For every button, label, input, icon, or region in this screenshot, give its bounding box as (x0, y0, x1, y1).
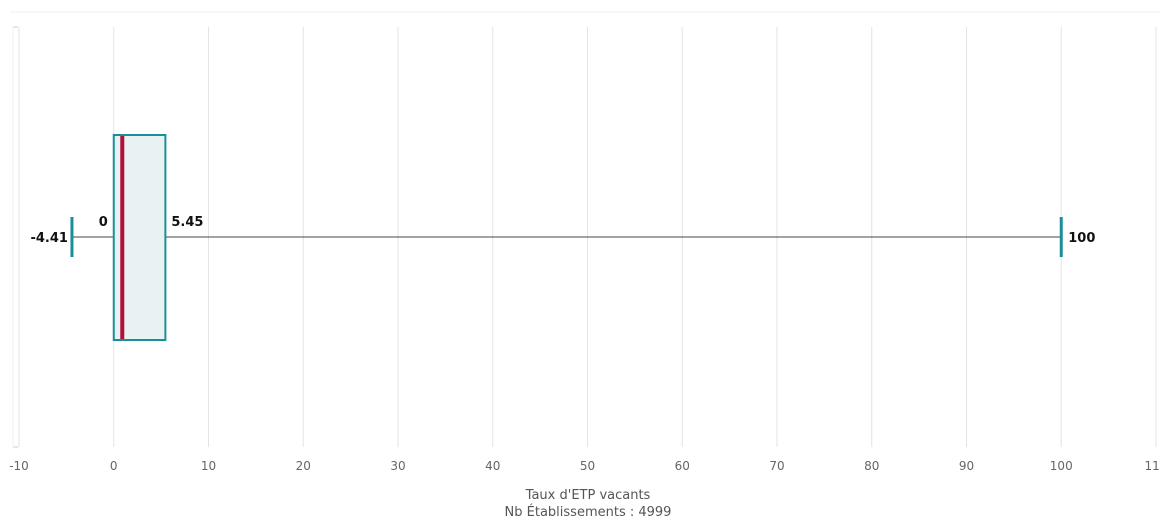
label-q3: 5.45 (171, 215, 203, 230)
label-whisker-high: 100 (1068, 231, 1095, 246)
x-tick-label-40: 40 (485, 459, 500, 473)
value-labels: -4.41 0 5.45 100 (30, 215, 1095, 246)
x-tick-label-20: 20 (296, 459, 311, 473)
x-tick-label-80: 80 (864, 459, 879, 473)
x-axis-title: Taux d'ETP vacants (525, 488, 651, 503)
x-axis-ticks: -10 0 10 20 30 40 50 60 70 80 90 100 110 (9, 459, 1160, 473)
x-tick-label-0: 0 (110, 459, 118, 473)
chart-subtitle: Nb Établissements : 4999 (505, 504, 672, 520)
label-q1: 0 (99, 215, 108, 230)
x-tick-label--10: -10 (9, 459, 29, 473)
x-tick-label-70: 70 (769, 459, 784, 473)
x-tick-label-100: 100 (1050, 459, 1073, 473)
x-tick-label-60: 60 (675, 459, 690, 473)
plot-frame (12, 26, 18, 448)
x-tick-label-10: 10 (201, 459, 216, 473)
x-tick-label-30: 30 (390, 459, 405, 473)
x-tick-label-50: 50 (580, 459, 595, 473)
x-tick-label-90: 90 (959, 459, 974, 473)
box-plot-series (70, 134, 1063, 341)
x-tick-label-110: 110 (1145, 459, 1160, 473)
label-whisker-low: -4.41 (30, 231, 67, 246)
